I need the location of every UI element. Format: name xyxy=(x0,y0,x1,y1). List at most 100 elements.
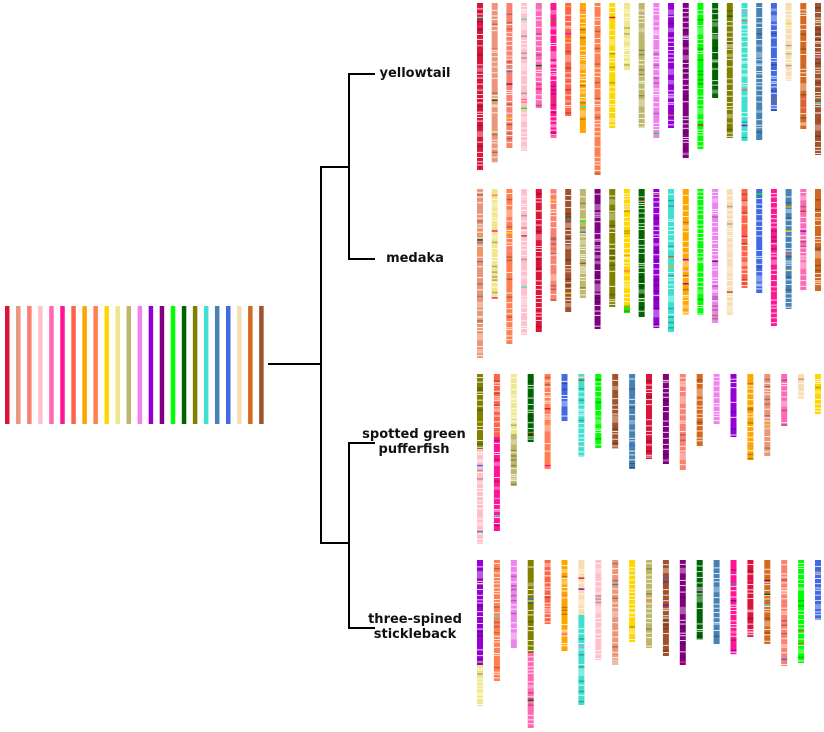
chromosome[interactable] xyxy=(800,189,807,290)
band xyxy=(770,75,777,77)
chromosome[interactable] xyxy=(696,374,703,446)
chromosome[interactable] xyxy=(770,189,777,326)
band xyxy=(506,238,513,239)
chromosome[interactable] xyxy=(623,3,630,70)
chromosome[interactable] xyxy=(612,374,619,449)
chromosome[interactable] xyxy=(747,560,754,637)
chromosome[interactable] xyxy=(544,374,551,469)
chromosome[interactable] xyxy=(594,189,601,329)
chromosome[interactable] xyxy=(521,3,528,151)
band xyxy=(682,204,689,206)
chromosome[interactable] xyxy=(477,3,483,170)
chromosome[interactable] xyxy=(697,3,704,149)
chromosome[interactable] xyxy=(491,189,498,299)
chromosome[interactable] xyxy=(579,3,586,133)
chromosome[interactable] xyxy=(712,189,719,323)
band xyxy=(550,70,557,72)
chromosome[interactable] xyxy=(653,189,660,328)
chromosome[interactable] xyxy=(785,189,792,309)
chromosome-segment xyxy=(477,665,483,706)
chromosome[interactable] xyxy=(682,3,689,158)
chromosome[interactable] xyxy=(646,374,652,459)
chromosome[interactable] xyxy=(815,560,821,620)
chromosome[interactable] xyxy=(623,189,630,313)
chromosome[interactable] xyxy=(535,189,542,332)
chromosome[interactable] xyxy=(653,3,660,138)
chromosome[interactable] xyxy=(491,3,498,163)
chromosome[interactable] xyxy=(713,560,720,644)
chromosome[interactable] xyxy=(815,189,821,291)
chromosome[interactable] xyxy=(668,3,675,128)
chromosome[interactable] xyxy=(535,3,542,108)
chromosome[interactable] xyxy=(594,3,601,175)
chromosome[interactable] xyxy=(756,189,763,293)
chromosome[interactable] xyxy=(679,560,686,665)
chromosome[interactable] xyxy=(781,374,788,426)
chromosome[interactable] xyxy=(595,374,602,448)
chromosome[interactable] xyxy=(506,3,513,148)
chromosome[interactable] xyxy=(612,560,619,665)
chromosome[interactable] xyxy=(679,374,686,470)
chromosome[interactable] xyxy=(781,560,788,666)
chromosome[interactable] xyxy=(747,374,754,460)
chromosome[interactable] xyxy=(565,189,572,312)
chromosome[interactable] xyxy=(629,374,636,469)
chromosome[interactable] xyxy=(510,374,517,486)
chromosome[interactable] xyxy=(578,560,585,705)
chromosome[interactable] xyxy=(697,189,704,315)
chromosome[interactable] xyxy=(741,3,748,141)
chromosome[interactable] xyxy=(595,560,602,660)
chromosome[interactable] xyxy=(726,189,733,315)
chromosome[interactable] xyxy=(477,189,483,358)
chromosome[interactable] xyxy=(609,189,616,307)
chromosome[interactable] xyxy=(561,374,568,421)
chromosome[interactable] xyxy=(493,560,500,681)
chromosome[interactable] xyxy=(638,189,645,317)
chromosome[interactable] xyxy=(730,560,737,655)
chromosome[interactable] xyxy=(815,3,821,155)
chromosome[interactable] xyxy=(609,3,616,128)
chromosome[interactable] xyxy=(756,3,763,140)
chromosome[interactable] xyxy=(578,374,585,457)
chromosome[interactable] xyxy=(798,374,805,399)
band xyxy=(741,11,748,13)
band xyxy=(646,603,652,605)
chromosome[interactable] xyxy=(741,189,748,288)
chromosome[interactable] xyxy=(730,374,737,437)
chromosome[interactable] xyxy=(764,374,771,456)
chromosome[interactable] xyxy=(550,189,557,301)
chromosome[interactable] xyxy=(629,560,636,642)
band xyxy=(638,88,645,90)
chromosome[interactable] xyxy=(770,3,777,112)
chromosome[interactable] xyxy=(579,189,586,298)
chromosome[interactable] xyxy=(815,374,821,414)
chromosome[interactable] xyxy=(506,189,513,344)
chromosome[interactable] xyxy=(493,374,500,531)
chromosome[interactable] xyxy=(544,560,551,624)
chromosome[interactable] xyxy=(798,560,805,663)
chromosome[interactable] xyxy=(662,560,669,656)
chromosome[interactable] xyxy=(726,3,733,138)
chromosome[interactable] xyxy=(696,560,703,640)
chromosome[interactable] xyxy=(764,560,771,644)
chromosome[interactable] xyxy=(682,189,689,315)
chromosome[interactable] xyxy=(510,560,517,648)
band xyxy=(594,63,601,65)
chromosome[interactable] xyxy=(638,3,645,128)
chromosome[interactable] xyxy=(527,560,534,728)
chromosome[interactable] xyxy=(527,374,534,442)
chromosome[interactable] xyxy=(668,189,675,332)
chromosome[interactable] xyxy=(477,374,483,544)
chromosome[interactable] xyxy=(662,374,669,464)
chromosome[interactable] xyxy=(646,560,652,648)
chromosome[interactable] xyxy=(477,560,483,706)
chromosome[interactable] xyxy=(521,189,528,335)
chromosome[interactable] xyxy=(565,3,572,116)
chromosome[interactable] xyxy=(561,560,568,651)
chromosome[interactable] xyxy=(550,3,557,138)
chromosome[interactable] xyxy=(800,3,807,129)
band xyxy=(800,124,807,126)
chromosome[interactable] xyxy=(713,374,720,424)
chromosome[interactable] xyxy=(712,3,719,98)
chromosome[interactable] xyxy=(785,3,792,81)
